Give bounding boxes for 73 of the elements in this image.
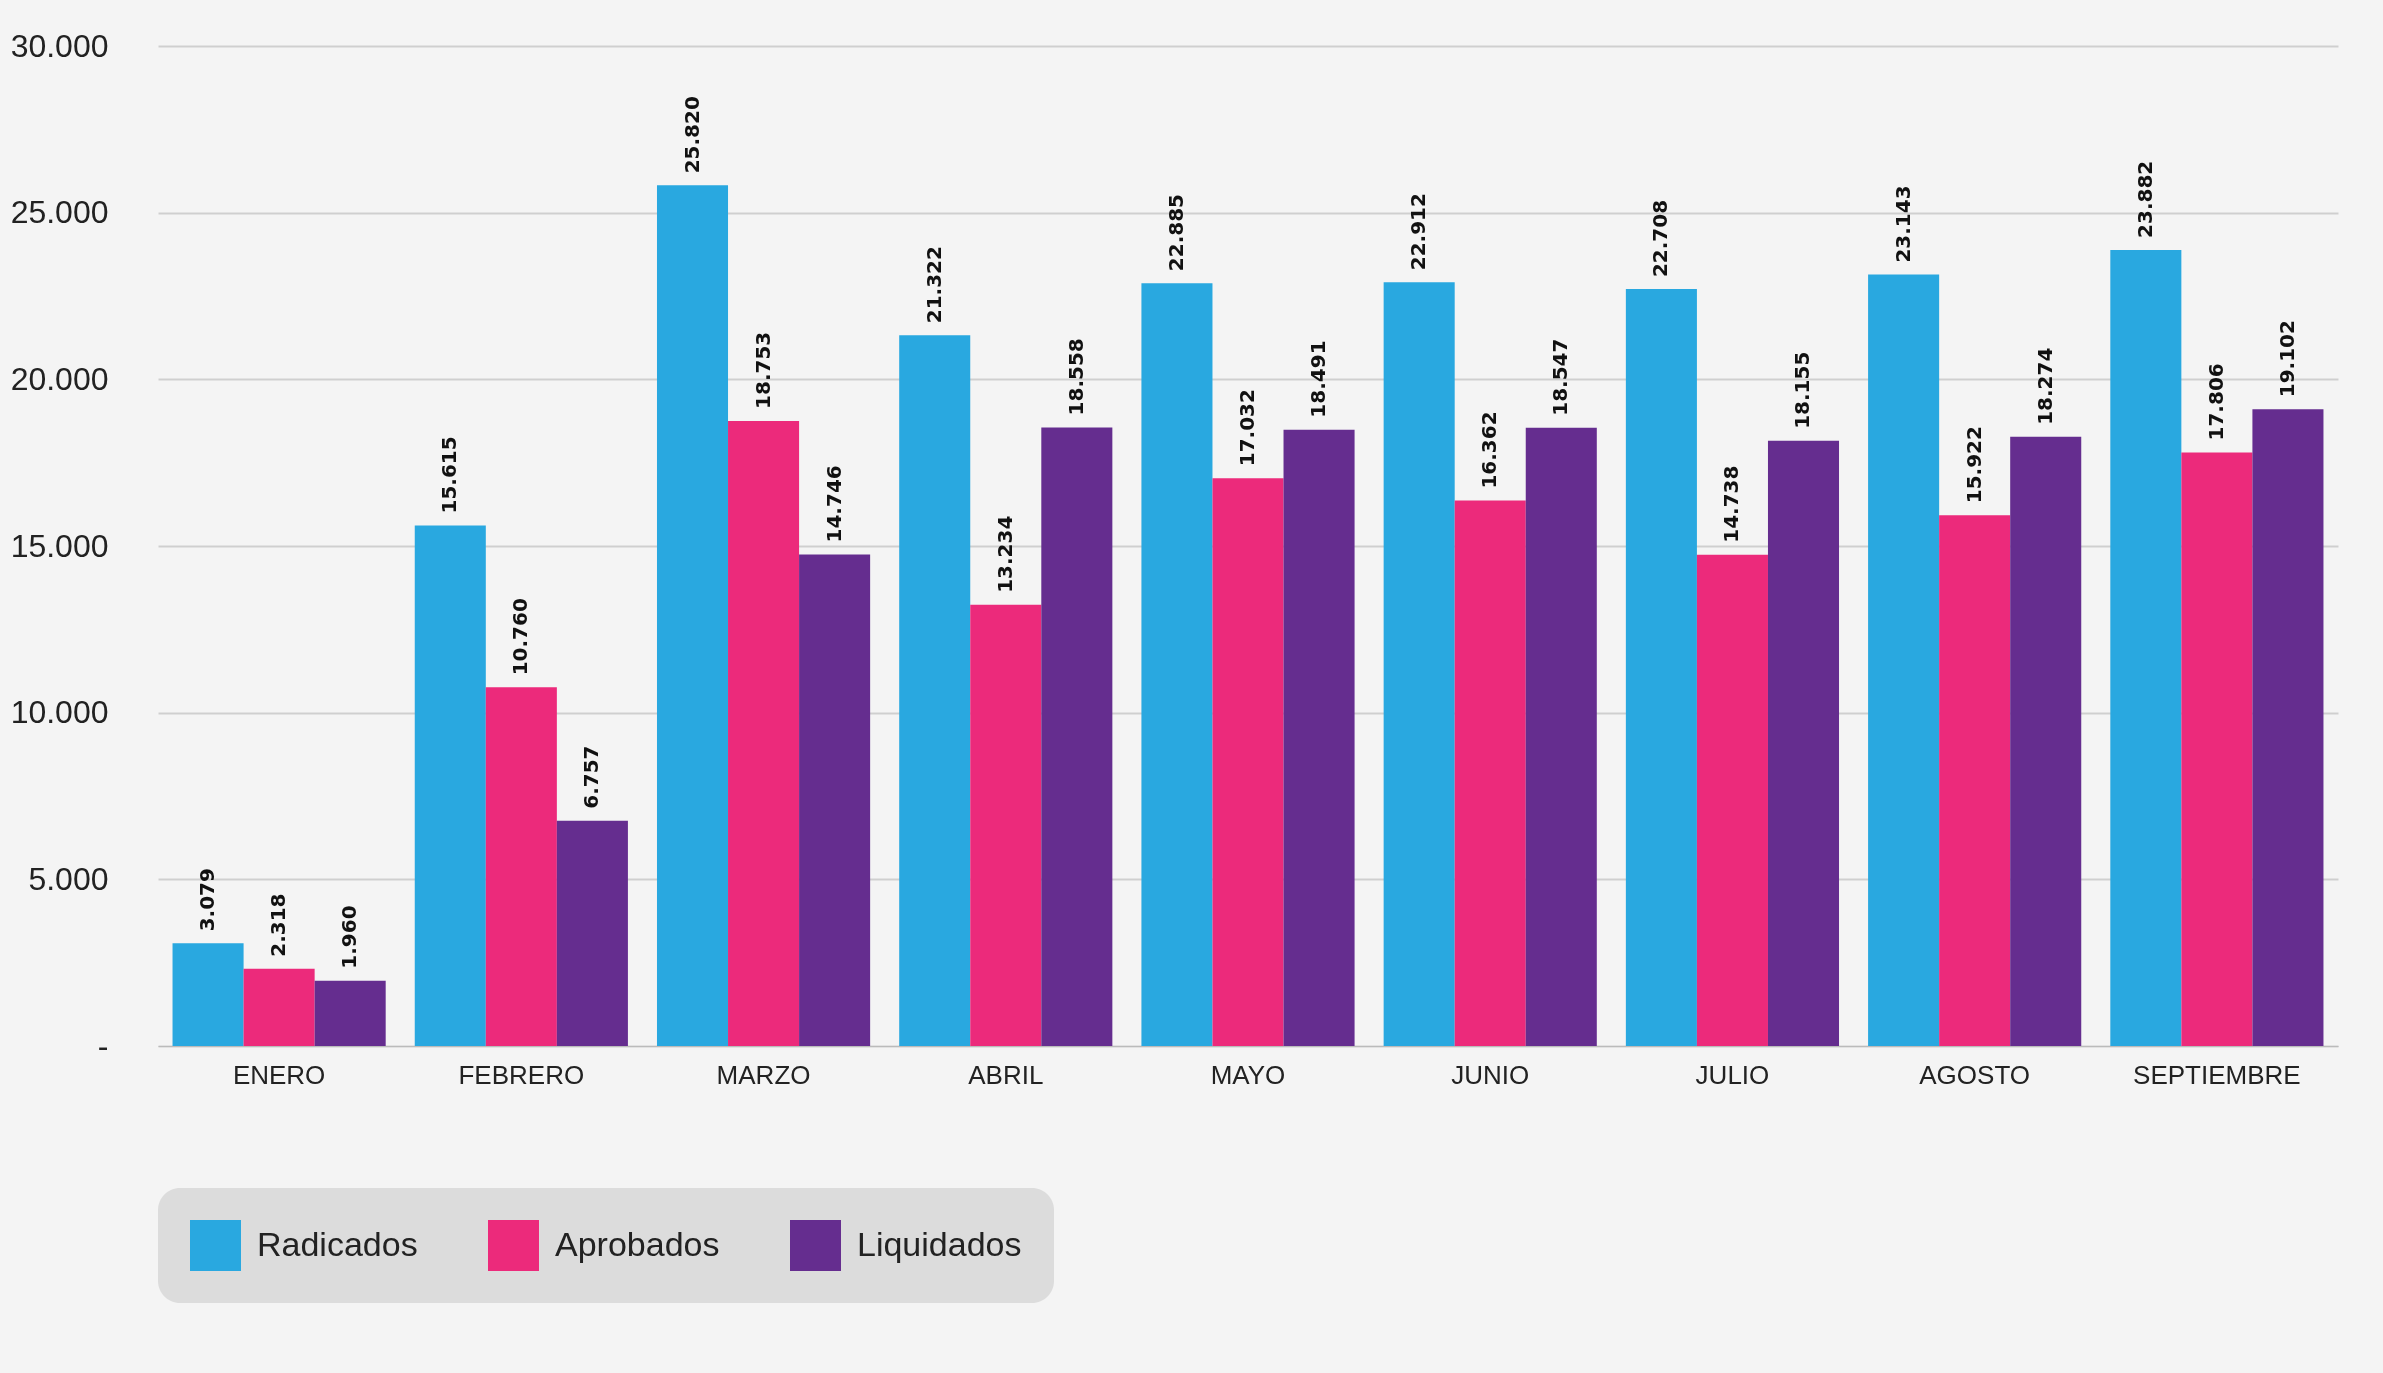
- bar: [243, 968, 315, 1046]
- bar: [799, 554, 871, 1046]
- bar: [485, 687, 557, 1046]
- y-tick-label: 5.000: [28, 860, 109, 897]
- bar: [728, 420, 800, 1046]
- bar: [2252, 409, 2324, 1046]
- bar: [2110, 249, 2182, 1046]
- y-tick-label: 15.000: [10, 527, 109, 564]
- data-label: 21.322: [921, 246, 946, 324]
- bar: [1939, 515, 2011, 1046]
- data-label: 2.318: [266, 893, 291, 957]
- bar: [172, 943, 244, 1046]
- bar: [1454, 500, 1526, 1046]
- bar: [1696, 554, 1768, 1046]
- data-label: 22.885: [1163, 193, 1188, 272]
- x-tick-label: MARZO: [716, 1059, 811, 1090]
- data-label: 23.143: [1890, 185, 1915, 263]
- x-tick-label: MAYO: [1210, 1059, 1286, 1090]
- bar: [414, 525, 486, 1046]
- data-label: 18.753: [750, 331, 775, 409]
- bar: [1625, 289, 1697, 1046]
- data-label: 1.960: [337, 905, 362, 969]
- bar: [899, 335, 971, 1046]
- data-label: 16.362: [1477, 411, 1502, 489]
- x-tick-label: JUNIO: [1451, 1059, 1530, 1090]
- y-tick-label: 10.000: [10, 694, 109, 731]
- data-label: 17.032: [1235, 389, 1259, 467]
- data-label: 18.558: [1063, 338, 1088, 416]
- bar: [970, 604, 1042, 1046]
- bar: [1041, 427, 1113, 1046]
- bar: [314, 980, 386, 1046]
- bar: [2010, 436, 2082, 1046]
- data-label: 22.708: [1648, 199, 1673, 278]
- y-tick-label: -: [97, 1027, 109, 1064]
- legend-label: Liquidados: [857, 1224, 1022, 1263]
- data-label: 18.491: [1306, 340, 1331, 418]
- data-label: 19.102: [2274, 320, 2299, 398]
- bar: [1383, 282, 1455, 1046]
- bar: [2181, 452, 2253, 1046]
- data-label: 18.155: [1790, 351, 1815, 429]
- data-label: 13.234: [992, 515, 1017, 593]
- bar: [1141, 283, 1213, 1046]
- y-tick-label: 25.000: [10, 194, 109, 231]
- bar: [556, 820, 628, 1046]
- x-tick-label: FEBRERO: [458, 1059, 585, 1090]
- x-tick-label: JULIO: [1695, 1059, 1770, 1090]
- bar: [1525, 427, 1597, 1046]
- data-label: 15.615: [437, 436, 462, 514]
- data-label: 14.738: [1719, 465, 1744, 543]
- data-label: 17.806: [2203, 363, 2228, 441]
- data-label: 22.912: [1406, 193, 1431, 271]
- bar: [1212, 478, 1284, 1046]
- data-label: 18.547: [1548, 338, 1573, 416]
- data-label: 23.882: [2132, 160, 2157, 238]
- x-tick-label: ABRIL: [968, 1059, 1044, 1090]
- bar: [1283, 429, 1355, 1046]
- x-tick-label: SEPTIEMBRE: [2133, 1059, 2301, 1090]
- x-tick-label: AGOSTO: [1919, 1059, 2031, 1090]
- data-label: 3.079: [195, 868, 220, 932]
- x-tick-label: ENERO: [232, 1059, 326, 1090]
- legend-label: Aprobados: [555, 1224, 720, 1263]
- data-label: 10.760: [508, 598, 533, 676]
- y-tick-label: 30.000: [10, 27, 109, 64]
- y-tick-label: 20.000: [10, 360, 109, 397]
- data-label: 15.922: [1961, 426, 1986, 504]
- bar: [1868, 274, 1940, 1046]
- data-label: 6.757: [579, 745, 604, 809]
- data-label: 14.746: [821, 465, 846, 543]
- bar: [1767, 440, 1840, 1046]
- data-label: 18.274: [2032, 347, 2057, 425]
- data-label: 25.820: [679, 96, 704, 174]
- bar: [656, 185, 729, 1046]
- legend-label: Radicados: [257, 1224, 418, 1263]
